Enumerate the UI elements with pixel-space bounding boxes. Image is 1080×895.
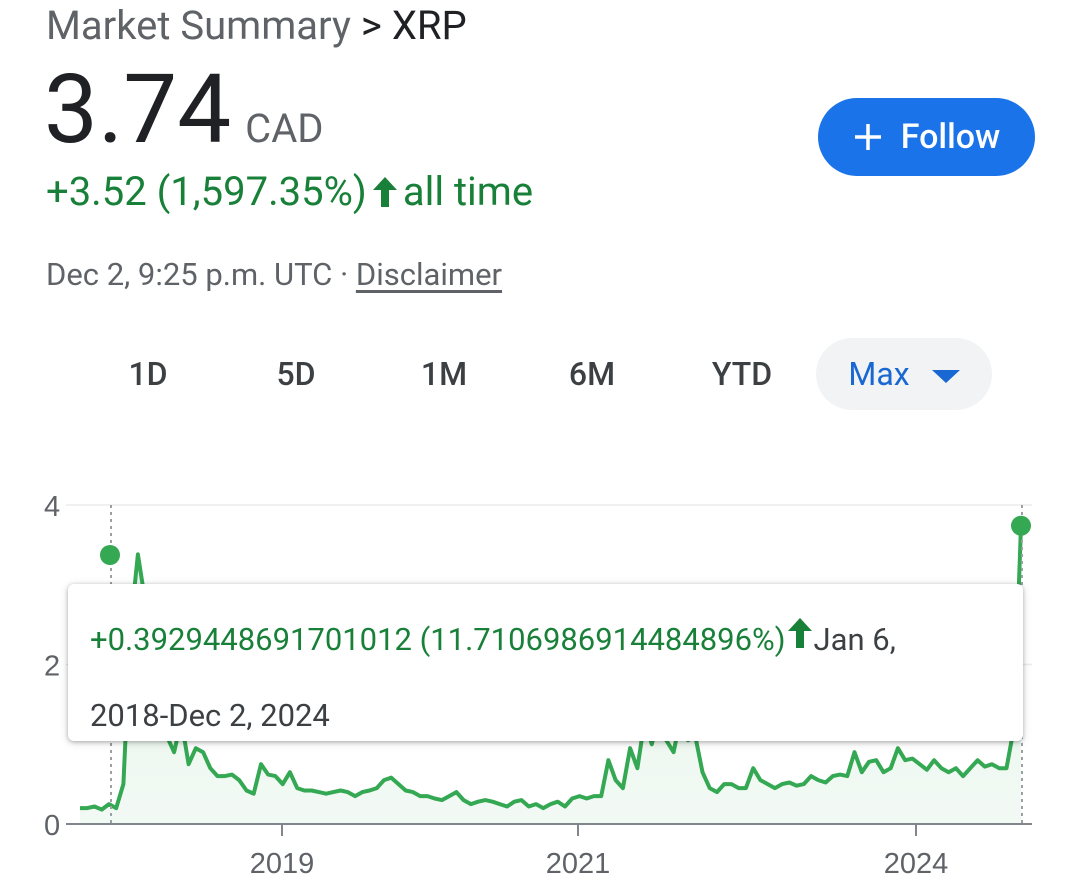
dropdown-arrow-icon: [931, 369, 960, 383]
breadcrumb: Market Summary > XRP: [46, 2, 467, 49]
quote-timestamp: Dec 2, 9:25 p.m. UTC · Disclaimer: [46, 256, 502, 293]
current-price: 3.74: [44, 54, 232, 166]
breadcrumb-separator: >: [360, 2, 382, 49]
tab-1d[interactable]: 1D: [98, 338, 198, 410]
up-arrow-icon: [372, 177, 397, 207]
x-tick-label: 2021: [546, 848, 611, 880]
tooltip-change: +0.3929448691701012 (11.7106986914484896…: [90, 621, 786, 658]
tab-1m[interactable]: 1M: [394, 338, 494, 410]
tab-ytd[interactable]: YTD: [690, 338, 794, 410]
x-tick-label: 2019: [250, 848, 315, 880]
y-tick-label: 2: [44, 651, 60, 683]
tooltip-range-end: 2018-Dec 2, 2024: [90, 697, 330, 734]
currency-label: CAD: [245, 105, 324, 152]
plus-icon: [854, 124, 881, 150]
breadcrumb-current: XRP: [391, 2, 467, 49]
tab-label: 1D: [128, 355, 168, 393]
price-chart[interactable]: 0 2 4 2019 2021 2024: [0, 470, 1080, 895]
tab-label: 5D: [276, 355, 316, 393]
y-tick-label: 4: [44, 491, 60, 523]
chart-tooltip: +0.3929448691701012 (11.7106986914484896…: [68, 584, 1023, 741]
x-tick-label: 2024: [884, 848, 949, 880]
timestamp-separator: ·: [340, 256, 349, 293]
y-tick-label: 0: [44, 810, 60, 842]
follow-button-label: Follow: [900, 117, 1001, 157]
change-value: +3.52 (1,597.35%): [46, 168, 367, 215]
price-change: +3.52 (1,597.35%) all time: [46, 168, 533, 215]
follow-button[interactable]: Follow: [818, 98, 1035, 176]
tab-label: YTD: [711, 355, 773, 393]
price-row: 3.74 CAD: [44, 60, 324, 160]
area-fill: [80, 525, 1021, 824]
breadcrumb-root[interactable]: Market Summary: [46, 2, 351, 49]
change-period: all time: [402, 168, 534, 215]
tab-label: 1M: [420, 355, 468, 393]
tab-label: Max: [848, 355, 910, 393]
range-start-point: [100, 545, 120, 565]
disclaimer-link[interactable]: Disclaimer: [355, 256, 503, 293]
up-arrow-icon: [787, 618, 812, 648]
range-end-point: [1011, 515, 1031, 536]
tooltip-range-start: Jan 6,: [813, 621, 896, 658]
tab-5d[interactable]: 5D: [246, 338, 346, 410]
range-tabs: 1D 5D 1M 6M YTD Max: [0, 338, 1080, 410]
tab-6m[interactable]: 6M: [542, 338, 642, 410]
timestamp-text: Dec 2, 9:25 p.m. UTC: [46, 256, 333, 293]
tab-max[interactable]: Max: [816, 338, 992, 410]
tab-label: 6M: [568, 355, 616, 393]
series-line: [80, 525, 1023, 812]
